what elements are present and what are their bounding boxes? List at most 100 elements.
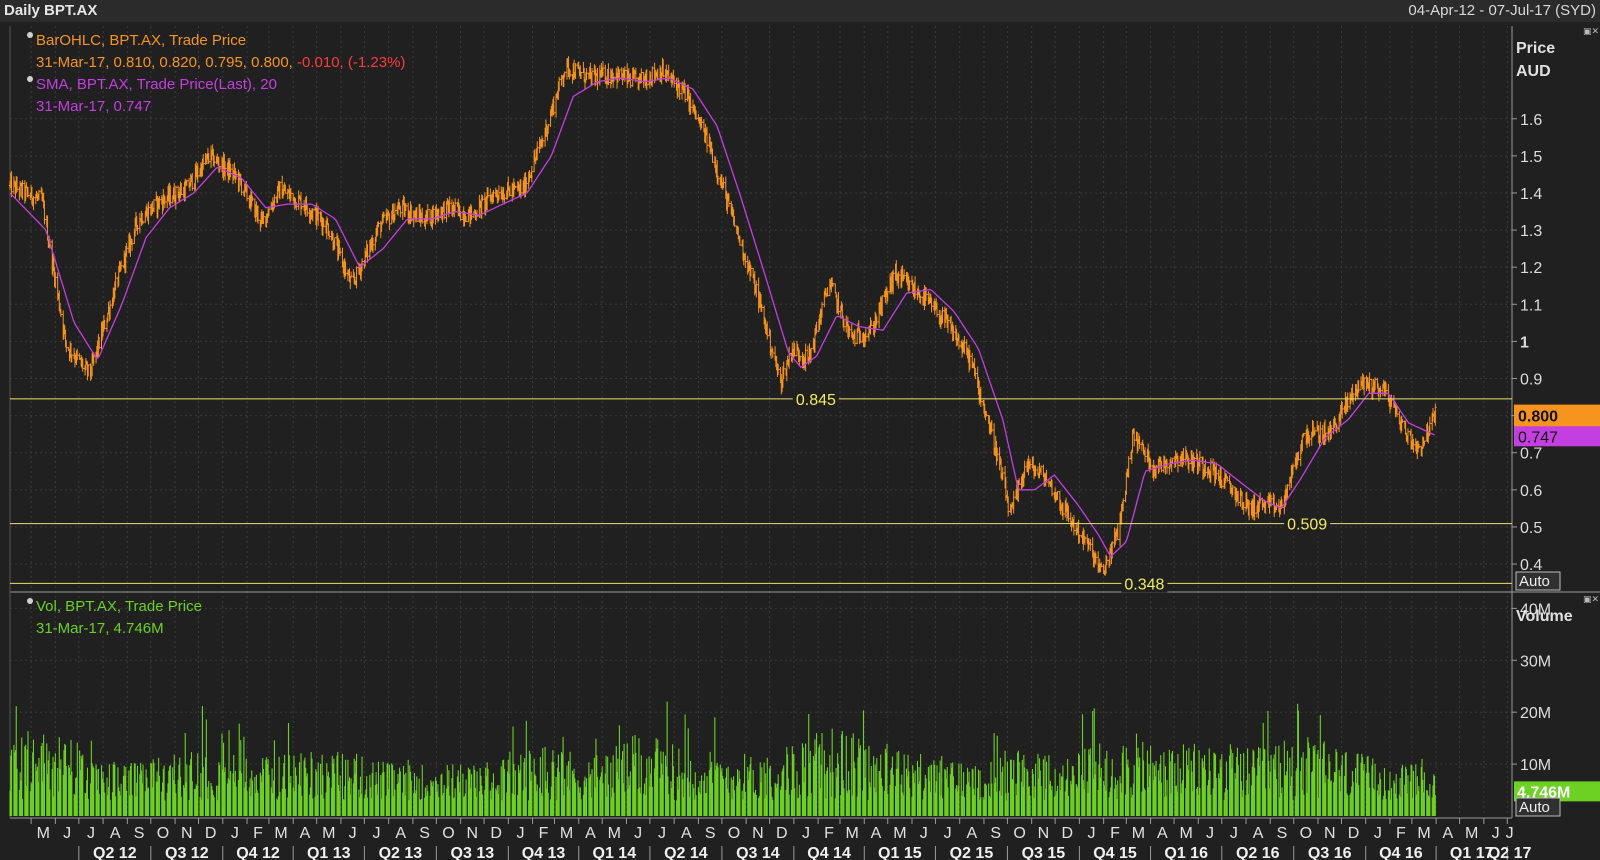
- month-label[interactable]: J: [658, 825, 666, 842]
- quarter-label[interactable]: Q4 15: [1093, 845, 1137, 860]
- month-label[interactable]: D: [490, 825, 502, 842]
- month-label[interactable]: A: [585, 825, 596, 842]
- month-label[interactable]: J: [634, 825, 642, 842]
- price-auto-button[interactable]: [1515, 571, 1561, 591]
- month-label[interactable]: A: [871, 825, 882, 842]
- quarter-label[interactable]: Q2 12: [93, 845, 137, 860]
- month-label[interactable]: F: [253, 825, 263, 842]
- volume-panel-window-icons[interactable]: ▣✕: [1583, 594, 1600, 604]
- month-label[interactable]: J: [1506, 825, 1514, 842]
- quarter-label[interactable]: Q1 15: [878, 845, 922, 860]
- month-label[interactable]: J: [231, 825, 239, 842]
- quarter-label[interactable]: Q2 16: [1236, 845, 1280, 860]
- date-range[interactable]: 04-Apr-12 - 07-Jul-17 (SYD): [1408, 2, 1596, 19]
- month-label[interactable]: S: [419, 825, 430, 842]
- month-label[interactable]: O: [157, 825, 169, 842]
- month-label[interactable]: N: [752, 825, 764, 842]
- month-label[interactable]: F: [1396, 825, 1406, 842]
- month-label[interactable]: O: [728, 825, 740, 842]
- month-label[interactable]: A: [966, 825, 977, 842]
- quarter-label[interactable]: Q3 16: [1308, 845, 1352, 860]
- quarter-label[interactable]: Q4 16: [1379, 845, 1423, 860]
- quarter-label[interactable]: Q2 15: [950, 845, 994, 860]
- month-label[interactable]: M: [845, 825, 858, 842]
- month-label[interactable]: S: [705, 825, 716, 842]
- month-label[interactable]: J: [1230, 825, 1238, 842]
- quarter-label[interactable]: Q3 12: [165, 845, 209, 860]
- month-label[interactable]: J: [920, 825, 928, 842]
- month-label[interactable]: S: [1277, 825, 1288, 842]
- month-label[interactable]: J: [516, 825, 524, 842]
- month-label[interactable]: D: [776, 825, 788, 842]
- ohlc-bar: [1001, 467, 1004, 480]
- month-label[interactable]: N: [1038, 825, 1050, 842]
- month-label[interactable]: O: [442, 825, 454, 842]
- month-label[interactable]: F: [539, 825, 549, 842]
- quarter-label[interactable]: Q3 13: [451, 845, 495, 860]
- month-label[interactable]: A: [681, 825, 692, 842]
- volume-legend[interactable]: Vol, BPT.AX, Trade Price 31-Mar-17, 4.74…: [27, 596, 202, 640]
- month-label[interactable]: D: [1061, 825, 1073, 842]
- quarter-label[interactable]: Q4 12: [236, 845, 280, 860]
- month-label[interactable]: J: [349, 825, 357, 842]
- month-label[interactable]: J: [1206, 825, 1214, 842]
- month-label[interactable]: D: [1348, 825, 1360, 842]
- quarter-label[interactable]: Q3 15: [1022, 845, 1066, 860]
- quarter-label[interactable]: Q1 17: [1450, 845, 1494, 860]
- month-label[interactable]: J: [1374, 825, 1382, 842]
- month-label[interactable]: A: [300, 825, 311, 842]
- month-label[interactable]: J: [1492, 825, 1500, 842]
- legend-handle-icon[interactable]: [27, 76, 33, 82]
- ohlc-bar: [136, 225, 139, 235]
- price-panel-window-icons[interactable]: ▣✕: [1583, 26, 1600, 36]
- quarter-label[interactable]: Q1 14: [593, 845, 637, 860]
- quarter-label[interactable]: Q4 14: [807, 845, 851, 860]
- month-label[interactable]: A: [395, 825, 406, 842]
- sma-legend[interactable]: SMA, BPT.AX, Trade Price(Last), 20 31-Ma…: [27, 74, 277, 118]
- month-label[interactable]: A: [1253, 825, 1264, 842]
- month-label[interactable]: J: [802, 825, 810, 842]
- month-label[interactable]: J: [1088, 825, 1096, 842]
- quarter-label[interactable]: Q3 14: [736, 845, 780, 860]
- quarter-label[interactable]: Q2 14: [664, 845, 708, 860]
- month-label[interactable]: F: [824, 825, 834, 842]
- volume-auto-button[interactable]: [1515, 797, 1561, 817]
- month-label[interactable]: M: [1465, 825, 1478, 842]
- month-label[interactable]: J: [87, 825, 95, 842]
- month-label[interactable]: F: [1110, 825, 1120, 842]
- month-label[interactable]: O: [1013, 825, 1025, 842]
- month-label[interactable]: N: [181, 825, 193, 842]
- month-label[interactable]: M: [560, 825, 573, 842]
- month-label[interactable]: S: [134, 825, 145, 842]
- month-label[interactable]: A: [110, 825, 121, 842]
- month-label[interactable]: M: [37, 825, 50, 842]
- month-label[interactable]: J: [63, 825, 71, 842]
- quarter-label[interactable]: Q4 13: [522, 845, 566, 860]
- quarter-label[interactable]: Q1 13: [307, 845, 351, 860]
- month-label[interactable]: N: [1324, 825, 1336, 842]
- price-legend[interactable]: BarOHLC, BPT.AX, Trade Price 31-Mar-17, …: [27, 30, 405, 74]
- volume-auto-label[interactable]: Auto: [1519, 799, 1550, 816]
- price-auto-label[interactable]: Auto: [1519, 573, 1550, 590]
- month-label[interactable]: A: [1157, 825, 1168, 842]
- month-label[interactable]: N: [467, 825, 479, 842]
- quarter-label[interactable]: Q2 17: [1488, 845, 1532, 860]
- quarter-label[interactable]: Q2 13: [379, 845, 423, 860]
- month-label[interactable]: D: [205, 825, 217, 842]
- month-label[interactable]: M: [274, 825, 287, 842]
- month-label[interactable]: M: [608, 825, 621, 842]
- quarter-label[interactable]: Q1 16: [1164, 845, 1208, 860]
- legend-handle-icon[interactable]: [27, 598, 33, 604]
- legend-handle-icon[interactable]: [27, 32, 33, 38]
- month-label[interactable]: M: [1132, 825, 1145, 842]
- month-label[interactable]: M: [893, 825, 906, 842]
- month-label[interactable]: J: [944, 825, 952, 842]
- month-label[interactable]: M: [1417, 825, 1430, 842]
- month-label[interactable]: O: [1300, 825, 1312, 842]
- month-label[interactable]: M: [1180, 825, 1193, 842]
- month-label[interactable]: M: [322, 825, 335, 842]
- month-label[interactable]: A: [1443, 825, 1454, 842]
- month-label[interactable]: J: [373, 825, 381, 842]
- month-label[interactable]: S: [990, 825, 1001, 842]
